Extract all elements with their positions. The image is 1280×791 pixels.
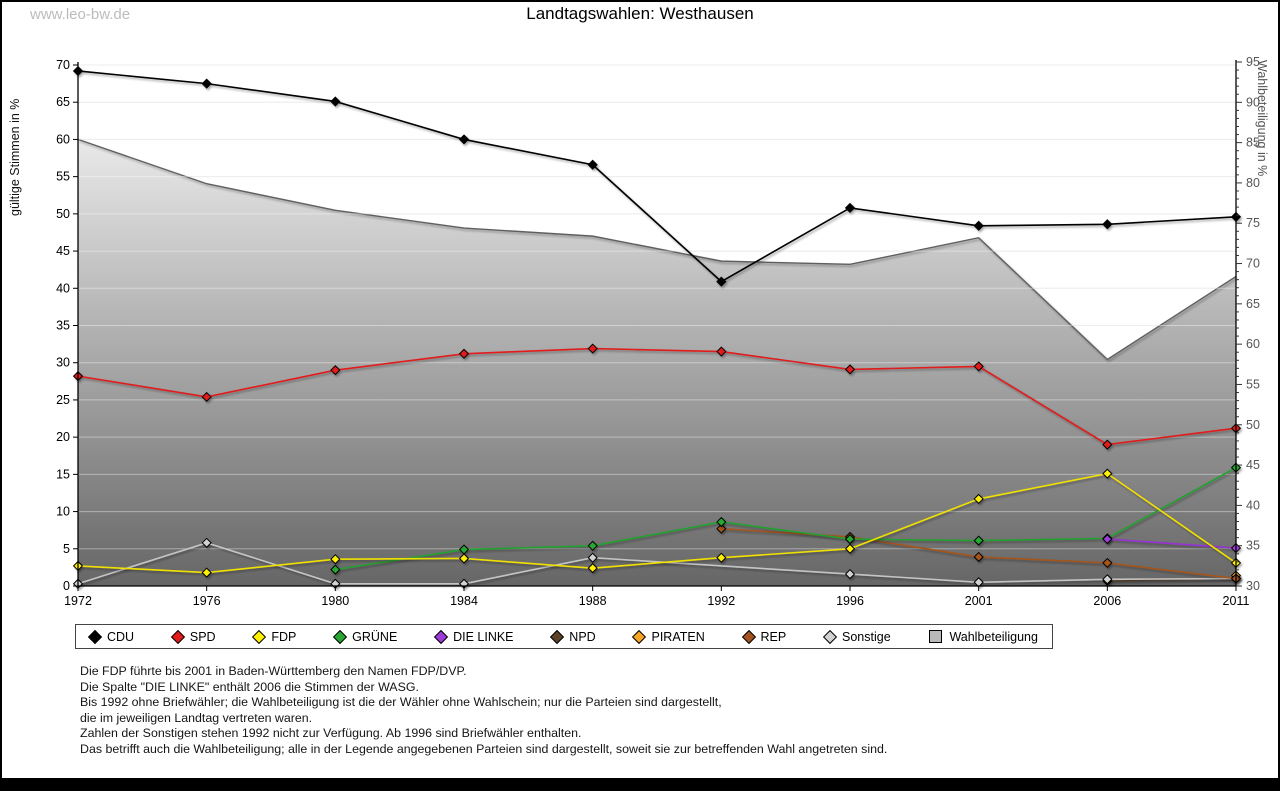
svg-text:15: 15 bbox=[56, 467, 70, 481]
diamond-marker-icon bbox=[333, 629, 348, 644]
footnote-line: Bis 1992 ohne Briefwähler; die Wahlbetei… bbox=[80, 695, 722, 709]
svg-text:1976: 1976 bbox=[193, 594, 221, 608]
svg-text:20: 20 bbox=[56, 430, 70, 444]
legend-label: Wahlbeteiligung bbox=[949, 629, 1038, 644]
svg-text:1988: 1988 bbox=[579, 594, 607, 608]
svg-text:35: 35 bbox=[1246, 539, 1260, 553]
legend-label: GRÜNE bbox=[352, 629, 398, 644]
svg-text:55: 55 bbox=[56, 170, 70, 184]
legend-item-fdp: FDP bbox=[252, 629, 297, 644]
svg-text:55: 55 bbox=[1246, 377, 1260, 391]
svg-text:90: 90 bbox=[1246, 95, 1260, 109]
legend-item-die-linke: DIE LINKE bbox=[434, 629, 514, 644]
svg-text:5: 5 bbox=[63, 542, 70, 556]
footnote-line: Das betrifft auch die Wahlbeteiligung; a… bbox=[80, 741, 888, 756]
turnout-square-icon bbox=[929, 630, 943, 643]
page-title: Landtagswahlen: Westhausen bbox=[526, 4, 754, 23]
svg-text:35: 35 bbox=[56, 319, 70, 333]
diamond-marker-icon bbox=[434, 629, 449, 644]
chart-svg: 0 5 10 15 20 25 30 35 40 45 50 55 60 65 70 30 35 40 45 50 55… bbox=[56, 55, 1260, 608]
series-fdp bbox=[72, 468, 1242, 578]
svg-text:40: 40 bbox=[1246, 498, 1260, 512]
svg-text:2006: 2006 bbox=[1093, 594, 1121, 608]
svg-text:25: 25 bbox=[56, 393, 70, 407]
axes bbox=[77, 60, 1237, 587]
legend-item-sonstige: Sonstige bbox=[822, 629, 891, 644]
legend-label: DIE LINKE bbox=[453, 629, 514, 644]
legend-item-spd: SPD bbox=[170, 629, 216, 644]
svg-text:80: 80 bbox=[1246, 176, 1260, 190]
svg-text:70: 70 bbox=[56, 58, 70, 72]
diamond-marker-icon bbox=[632, 629, 647, 644]
footnote-line: Die FDP führte bis 2001 in Baden-Württem… bbox=[80, 664, 467, 678]
svg-text:0: 0 bbox=[63, 579, 70, 593]
watermark-leo-bw: www.leo-bw.de bbox=[30, 6, 131, 23]
svg-text:2001: 2001 bbox=[965, 594, 993, 608]
footnote-line: Zahlen der Sonstigen stehen 1992 nicht z… bbox=[80, 726, 582, 740]
series-spd bbox=[72, 343, 1242, 450]
legend-item-rep: REP bbox=[741, 629, 787, 644]
footnotes-block: Die FDP führte bis 2001 in Baden-Württem… bbox=[80, 664, 887, 791]
svg-text:1992: 1992 bbox=[707, 594, 735, 608]
legend-item-npd: NPD bbox=[550, 629, 596, 644]
x-axis-ticks: 1972 1976 1980 1984 1988 1992 1996 2001 2006 2011 bbox=[64, 586, 1249, 608]
page-frame-left bbox=[0, 0, 2, 791]
svg-text:40: 40 bbox=[56, 281, 70, 295]
footnote-line: die im jeweiligen Landtag vertreten ware… bbox=[80, 710, 313, 725]
page-frame-top bbox=[0, 0, 1280, 2]
svg-text:60: 60 bbox=[1246, 337, 1260, 351]
legend-label: REP bbox=[760, 629, 787, 644]
legend-item-wahlbeteiligung: Wahlbeteiligung bbox=[929, 629, 1038, 644]
svg-text:45: 45 bbox=[56, 244, 70, 258]
svg-text:1980: 1980 bbox=[321, 594, 349, 608]
svg-text:1984: 1984 bbox=[450, 594, 478, 608]
legend-label: PIRATEN bbox=[651, 629, 705, 644]
diamond-marker-icon bbox=[741, 629, 756, 644]
svg-text:50: 50 bbox=[56, 207, 70, 221]
series-grüne bbox=[330, 462, 1242, 575]
footnote-line: Die Spalte "DIE LINKE" enthält 2006 die … bbox=[80, 679, 419, 694]
svg-text:60: 60 bbox=[56, 132, 70, 146]
legend-label: CDU bbox=[107, 629, 135, 644]
legend-item-grüne: GRÜNE bbox=[333, 629, 398, 644]
svg-text:2011: 2011 bbox=[1223, 594, 1250, 608]
legend-label: SPD bbox=[189, 629, 216, 644]
svg-text:30: 30 bbox=[56, 356, 70, 370]
legend-item-piraten: PIRATEN bbox=[632, 629, 705, 644]
legend-label: NPD bbox=[569, 629, 596, 644]
svg-text:30: 30 bbox=[1246, 579, 1260, 593]
svg-text:95: 95 bbox=[1246, 55, 1260, 69]
chart-plot-area: 0 5 10 15 20 25 30 35 40 45 50 55 60 65 70 30 35 40 45 50 55… bbox=[56, 55, 1260, 608]
svg-text:75: 75 bbox=[1246, 216, 1260, 230]
legend-item-cdu: CDU bbox=[87, 629, 135, 644]
chart-legend: CDU SPD FDP GRÜNE DIE LINKE NPD PIRATEN REP Sons… bbox=[75, 624, 1053, 649]
right-axis-title: Wahlbeteiligung in % bbox=[1255, 60, 1269, 177]
diamond-marker-icon bbox=[170, 629, 185, 644]
svg-text:85: 85 bbox=[1246, 136, 1260, 150]
svg-text:10: 10 bbox=[56, 505, 70, 519]
series-wahlbeteiligung bbox=[77, 138, 1237, 587]
page-frame-bottom bbox=[0, 778, 1280, 791]
svg-text:50: 50 bbox=[1246, 418, 1260, 432]
diamond-marker-icon bbox=[87, 629, 103, 644]
svg-text:65: 65 bbox=[56, 95, 70, 109]
diamond-marker-icon bbox=[252, 629, 267, 644]
diamond-marker-icon bbox=[550, 629, 565, 644]
legend-label: FDP bbox=[271, 629, 297, 644]
page-frame-right bbox=[1278, 0, 1280, 791]
legend-label: Sonstige bbox=[842, 629, 891, 644]
svg-text:45: 45 bbox=[1246, 458, 1260, 472]
svg-text:70: 70 bbox=[1246, 257, 1260, 271]
right-axis-ticks: 30 35 40 45 50 55 60 65 70 75 80 85 90 95 bbox=[1236, 55, 1260, 593]
svg-text:1972: 1972 bbox=[64, 594, 92, 608]
left-axis-ticks: 0 5 10 15 20 25 30 35 40 45 50 55 60 65 70 bbox=[56, 58, 78, 593]
diamond-marker-icon bbox=[822, 629, 838, 644]
svg-text:65: 65 bbox=[1246, 297, 1260, 311]
svg-text:1996: 1996 bbox=[836, 594, 864, 608]
